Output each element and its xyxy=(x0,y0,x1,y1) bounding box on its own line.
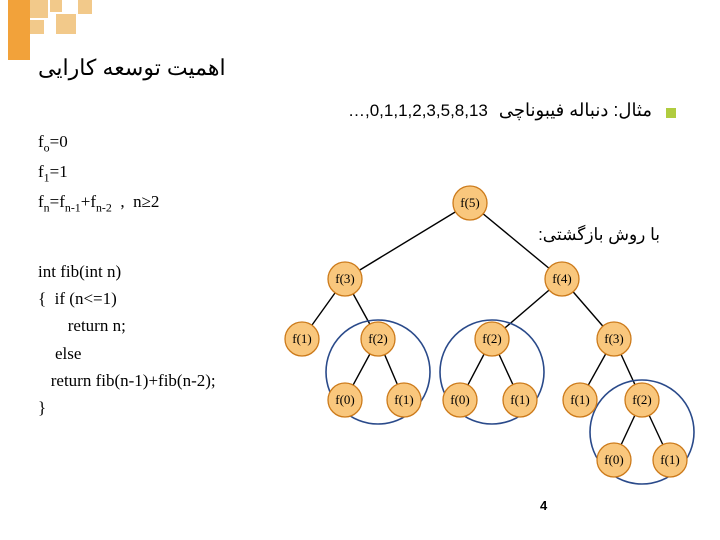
tree-node: f(1) xyxy=(285,322,319,356)
tree-node: f(4) xyxy=(545,262,579,296)
tree-edge xyxy=(470,203,562,279)
tree-node-label: f(5) xyxy=(460,195,480,210)
tree-node: f(1) xyxy=(653,443,687,477)
tree-node-label: f(1) xyxy=(394,392,414,407)
tree-node: f(2) xyxy=(361,322,395,356)
tree-node: f(2) xyxy=(625,383,659,417)
tree-node: f(0) xyxy=(597,443,631,477)
tree-node: f(2) xyxy=(475,322,509,356)
tree-node-label: f(0) xyxy=(604,452,624,467)
tree-node: f(0) xyxy=(328,383,362,417)
tree-node-label: f(4) xyxy=(552,271,572,286)
tree-node-label: f(3) xyxy=(604,331,624,346)
tree-node: f(1) xyxy=(387,383,421,417)
tree-node-label: f(1) xyxy=(660,452,680,467)
tree-node-label: f(2) xyxy=(482,331,502,346)
tree-node-label: f(0) xyxy=(335,392,355,407)
tree-node-label: f(1) xyxy=(292,331,312,346)
tree-node-label: f(1) xyxy=(570,392,590,407)
tree-node: f(3) xyxy=(597,322,631,356)
tree-node: f(1) xyxy=(503,383,537,417)
tree-node: f(5) xyxy=(453,186,487,220)
recursion-tree: f(5) f(3) f(4) f(1) f(2) f(2) f(3) f(0) f(1) f(0)… xyxy=(0,0,720,540)
tree-node-label: f(2) xyxy=(368,331,388,346)
tree-node: f(3) xyxy=(328,262,362,296)
tree-node: f(0) xyxy=(443,383,477,417)
tree-node-label: f(3) xyxy=(335,271,355,286)
tree-node: f(1) xyxy=(563,383,597,417)
tree-node-label: f(1) xyxy=(510,392,530,407)
tree-node-label: f(0) xyxy=(450,392,470,407)
tree-edge xyxy=(345,203,470,279)
tree-node-label: f(2) xyxy=(632,392,652,407)
